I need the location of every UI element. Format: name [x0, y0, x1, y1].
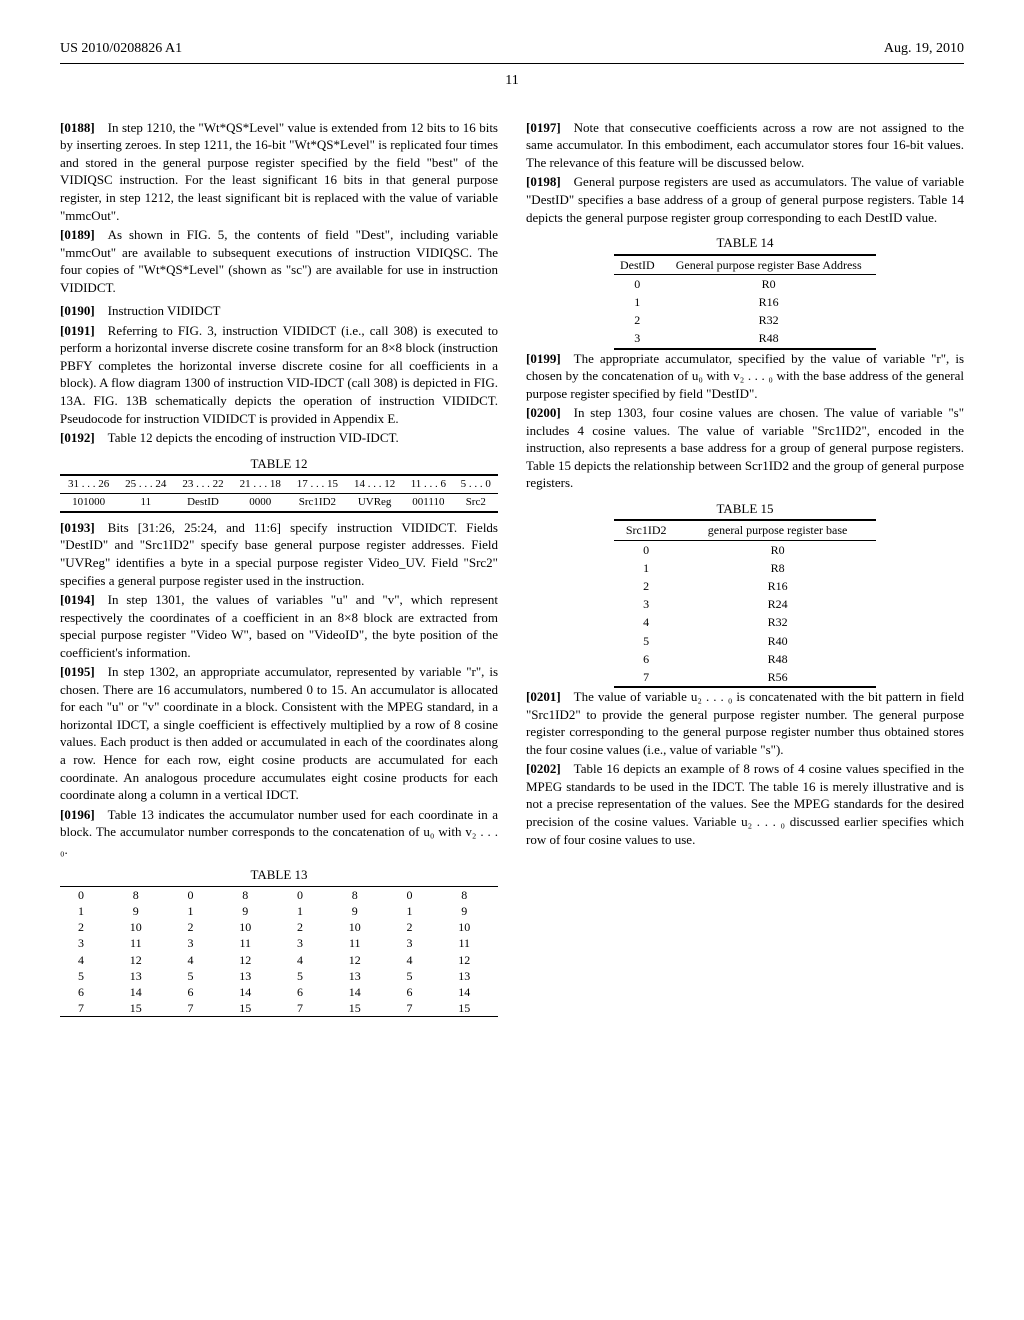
table-row: 311311311311 [60, 935, 498, 951]
para-0189: [0189] As shown in FIG. 5, the contents … [60, 226, 498, 296]
table-row: 412412412412 [60, 952, 498, 968]
table-row: 0R0 [614, 274, 877, 293]
table-row: 513513513513 [60, 968, 498, 984]
table-row: 2R16 [614, 577, 877, 595]
para-0188: [0188] In step 1210, the "Wt*QS*Level" v… [60, 119, 498, 224]
right-column: [0197] Note that consecutive coefficient… [526, 119, 964, 1024]
para-0194: [0194] In step 1301, the values of varia… [60, 591, 498, 661]
para-0200: [0200] In step 1303, four cosine values … [526, 404, 964, 492]
table-15-title: TABLE 15 [526, 500, 964, 518]
para-0197: [0197] Note that consecutive coefficient… [526, 119, 964, 172]
table-row: 19191919 [60, 903, 498, 919]
table-row: 614614614614 [60, 984, 498, 1000]
para-0192: [0192] Table 12 depicts the encoding of … [60, 429, 498, 447]
table-row: 1R16 [614, 293, 877, 311]
table-12-title: TABLE 12 [60, 455, 498, 473]
left-column: [0188] In step 1210, the "Wt*QS*Level" v… [60, 119, 498, 1024]
para-0198: [0198] General purpose registers are use… [526, 173, 964, 226]
table-14-title: TABLE 14 [526, 234, 964, 252]
table-row: 08080808 [60, 886, 498, 903]
table-row: 4R32 [614, 613, 877, 631]
page-header: US 2010/0208826 A1 Aug. 19, 2010 [60, 40, 964, 64]
table-13-title: TABLE 13 [60, 866, 498, 884]
table-row: 1R8 [614, 559, 877, 577]
table-12: 31 . . . 26 25 . . . 24 23 . . . 22 21 .… [60, 474, 498, 513]
page-number: 11 [60, 72, 964, 91]
para-0196: [0196] Table 13 indicates the accumulato… [60, 806, 498, 859]
publication-date: Aug. 19, 2010 [884, 40, 964, 59]
table-15: Src1ID2 general purpose register base 0R… [614, 519, 877, 688]
table-row: 0R0 [614, 540, 877, 559]
para-0199: [0199] The appropriate accumulator, spec… [526, 350, 964, 403]
table-13: 0808080819191919210210210210311311311311… [60, 886, 498, 1018]
table-row: 5R40 [614, 632, 877, 650]
para-0191: [0191] Referring to FIG. 3, instruction … [60, 322, 498, 427]
para-0195: [0195] In step 1302, an appropriate accu… [60, 663, 498, 803]
table-row: 7R56 [614, 668, 877, 687]
table-row: 2R32 [614, 311, 877, 329]
table-row: 3R48 [614, 329, 877, 348]
table-row: 210210210210 [60, 919, 498, 935]
para-0201: [0201] The value of variable u₂ . . . ₀ … [526, 688, 964, 758]
publication-number: US 2010/0208826 A1 [60, 40, 182, 59]
para-0190: [0190] Instruction VIDIDCT [60, 302, 498, 320]
para-0193: [0193] Bits [31:26, 25:24, and 11:6] spe… [60, 519, 498, 589]
table-row: 3R24 [614, 595, 877, 613]
table-14: DestID General purpose register Base Add… [614, 254, 877, 350]
table-row: 6R48 [614, 650, 877, 668]
table-row: 715715715715 [60, 1000, 498, 1017]
para-0202: [0202] Table 16 depicts an example of 8 … [526, 760, 964, 848]
